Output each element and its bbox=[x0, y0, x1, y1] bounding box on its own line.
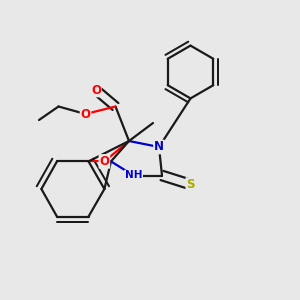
Text: NH: NH bbox=[125, 170, 142, 181]
Text: O: O bbox=[80, 107, 91, 121]
Text: O: O bbox=[91, 83, 101, 97]
Text: S: S bbox=[186, 178, 195, 191]
Text: N: N bbox=[154, 140, 164, 154]
Text: O: O bbox=[99, 155, 110, 168]
